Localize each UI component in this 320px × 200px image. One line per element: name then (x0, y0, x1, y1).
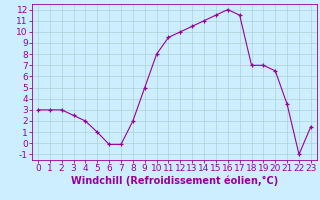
X-axis label: Windchill (Refroidissement éolien,°C): Windchill (Refroidissement éolien,°C) (71, 176, 278, 186)
